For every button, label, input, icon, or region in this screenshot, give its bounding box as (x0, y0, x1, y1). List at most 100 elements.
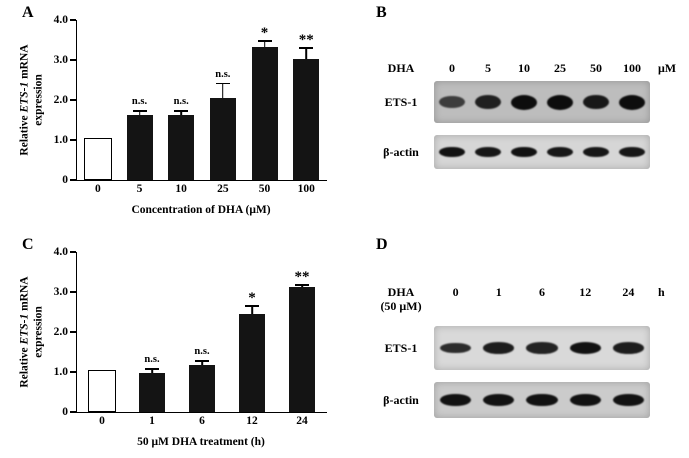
blot-lane (578, 146, 614, 158)
y-axis-label-gene: ETS-1 (18, 313, 31, 345)
protein-label: ETS-1 (384, 94, 418, 109)
panel-a: A Relative ETS-1 mRNA expression 0 1.0 2.0… (18, 4, 350, 230)
lane-labels: 0 5 10 25 50 100 (434, 61, 650, 76)
panel-a-label: A (22, 4, 34, 21)
x-axis-tick-label: 10 (175, 183, 187, 195)
x-axis-title-c: 50 μM DHA treatment (h) (137, 436, 265, 448)
lane-label: 6 (539, 285, 545, 299)
blot-lane (477, 342, 520, 354)
bar-group: n.s. 1 (127, 252, 177, 427)
lane-label: 50 (590, 61, 602, 75)
protein-label: ETS-1 (384, 340, 418, 355)
y-axis-tick-label: 4.0 (53, 13, 68, 26)
bar-group: n.s. 10 (160, 20, 202, 195)
error-bar-cap (295, 284, 309, 286)
protein-label: β-actin (383, 144, 419, 159)
y-axis-tick-label: 3.0 (53, 285, 68, 298)
y-axis-tick-label: 1.0 (53, 365, 68, 378)
protein-band (583, 146, 609, 158)
protein-band (511, 94, 537, 110)
x-axis-tick-label: 100 (297, 183, 315, 195)
error-bar (299, 47, 314, 60)
error-bar-cap (245, 305, 259, 307)
blot-lane (542, 146, 578, 158)
significance-marker: ** (298, 31, 314, 48)
unit-label: μM (658, 61, 677, 75)
x-axis-tick-label: 1 (149, 415, 155, 427)
bar (126, 115, 153, 180)
x-axis-tick-label: 50 (258, 183, 271, 195)
treatment-label: DHA (50 μM) (380, 285, 422, 314)
panel-b-label: B (376, 4, 387, 21)
bar-group: n.s. 5 (119, 20, 161, 195)
x-axis-tick-label: 6 (199, 415, 205, 427)
y-axis-label-c: Relative ETS-1 mRNA expression (18, 257, 47, 407)
lane-label: 25 (554, 61, 566, 75)
blot-lane (470, 146, 506, 158)
protein-band (547, 94, 573, 110)
bar (168, 114, 195, 180)
lane-labels: 0 1 6 12 24 (434, 285, 650, 300)
protein-band (475, 146, 501, 158)
panel-b: B DHA 0 5 10 25 50 100 μM ETS-1 β-actin (372, 4, 686, 226)
bar (189, 364, 215, 412)
blot-lane (607, 342, 650, 354)
error-bar (145, 368, 159, 374)
lane-label: 0 (452, 285, 459, 299)
y-axis-tick (70, 411, 76, 413)
y-axis-tick-label: 1.0 (53, 133, 68, 146)
bar (251, 47, 278, 180)
error-bar-cap (174, 110, 189, 112)
bar (139, 373, 165, 412)
error-bar (257, 40, 272, 48)
error-bar-stem (251, 305, 253, 314)
blot-lane (542, 94, 578, 110)
protein-band (547, 146, 573, 158)
blot-lane (614, 94, 650, 110)
protein-band (619, 94, 645, 110)
protein-band (440, 342, 472, 354)
western-blot-b: DHA 0 5 10 25 50 100 μM ETS-1 β-actin (372, 4, 686, 226)
error-bar (174, 110, 189, 115)
x-axis-tick-label: 12 (246, 415, 258, 427)
blot-lane (506, 146, 542, 158)
error-bar-cap (145, 368, 159, 370)
error-bar-stem (138, 110, 141, 116)
error-bar-cap (257, 40, 272, 42)
x-axis-tick-label: 0 (99, 415, 105, 427)
protein-band (483, 393, 515, 407)
blot-strip (434, 382, 650, 418)
protein-band (439, 95, 465, 109)
bar-group: ** 100 (285, 20, 327, 195)
blot-lane (520, 342, 563, 354)
protein-band (612, 393, 644, 407)
blot-lane (434, 95, 470, 109)
error-bar-stem (301, 284, 303, 288)
bar-group: * 50 (244, 20, 286, 195)
error-bar-stem (180, 110, 182, 115)
blot-lane (578, 94, 614, 110)
lane-label: 10 (518, 61, 530, 75)
bar-group: 0 (77, 20, 119, 195)
bar (239, 314, 265, 412)
bar-group: 0 (77, 252, 127, 427)
treatment-label: DHA (387, 61, 415, 75)
blot-lane (434, 146, 470, 158)
y-axis-label-gene: ETS-1 (18, 81, 31, 113)
protein-band (475, 94, 501, 110)
blot-lane (434, 393, 477, 407)
error-bar (245, 305, 259, 314)
error-bar-cap (195, 360, 209, 362)
lane-label: 1 (495, 285, 502, 299)
lane-label: 0 (449, 61, 455, 75)
bar-group: * 12 (227, 252, 277, 427)
lane-label: 100 (623, 61, 641, 75)
x-axis-title-a: Concentration of DHA (μM) (131, 204, 271, 216)
bar (293, 59, 320, 180)
blot-lane (470, 94, 506, 110)
blot-lane (434, 342, 477, 354)
blot-lane (614, 146, 650, 158)
error-bar-stem (305, 47, 307, 60)
x-axis-tick-label: 0 (94, 183, 101, 195)
y-axis-tick (70, 99, 76, 101)
